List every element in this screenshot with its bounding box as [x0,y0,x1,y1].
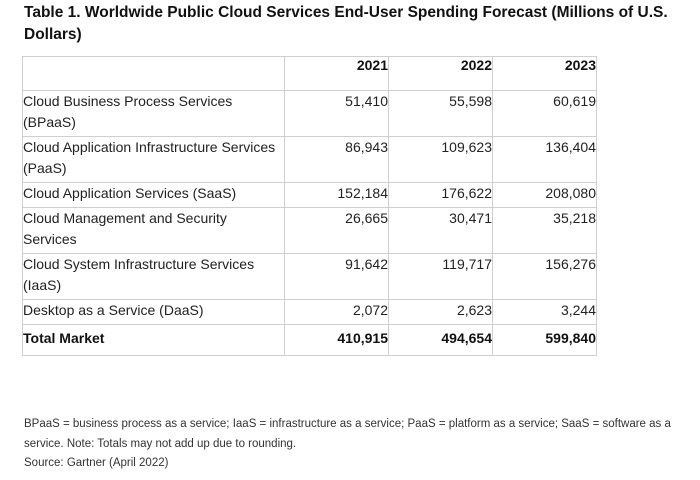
source-line: Source: Gartner (April 2022) [24,457,169,469]
cell-value: 55,598 [388,90,493,137]
total-label: Total Market [22,324,285,356]
table-title: Table 1. Worldwide Public Cloud Services… [24,4,668,43]
cell-value: 60,619 [492,90,597,137]
table-row: Cloud Management and Security Services 2… [22,207,597,254]
total-value: 599,840 [492,324,597,356]
row-label: Cloud Application Services (SaaS) [22,182,285,208]
table-row: Cloud System Infrastructure Services (Ia… [22,253,597,300]
table-row: Desktop as a Service (DaaS) 2,072 2,623 … [22,299,597,325]
table-row: Cloud Business Process Services (BPaaS) … [22,90,597,137]
cell-value: 156,276 [492,253,597,300]
cell-value: 51,410 [284,90,389,137]
row-label: Cloud System Infrastructure Services (Ia… [22,253,285,300]
cell-value: 2,623 [388,299,493,325]
row-label: Cloud Business Process Services (BPaaS) [22,90,285,137]
row-label: Desktop as a Service (DaaS) [22,299,285,325]
header-row: 2021 2022 2023 [22,56,597,91]
cell-value: 136,404 [492,136,597,183]
cell-value: 208,080 [492,182,597,208]
column-header-2022: 2022 [388,56,493,91]
cell-value: 2,072 [284,299,389,325]
cell-value: 26,665 [284,207,389,254]
total-value: 494,654 [388,324,493,356]
cell-value: 30,471 [388,207,493,254]
cell-value: 86,943 [284,136,389,183]
cell-value: 35,218 [492,207,597,254]
header-corner-cell [22,56,285,91]
row-label: Cloud Management and Security Services [22,207,285,254]
cell-value: 3,244 [492,299,597,325]
cell-value: 91,642 [284,253,389,300]
cell-value: 176,622 [388,182,493,208]
column-header-2021: 2021 [284,56,389,91]
spending-table: 2021 2022 2023 Cloud Business Process Se… [22,56,597,356]
total-value: 410,915 [284,324,389,356]
total-row: Total Market 410,915 494,654 599,840 [22,324,597,356]
cell-value: 119,717 [388,253,493,300]
cell-value: 152,184 [284,182,389,208]
table-row: Cloud Application Infrastructure Service… [22,136,597,183]
column-header-2023: 2023 [492,56,597,91]
cell-value: 109,623 [388,136,493,183]
table-row: Cloud Application Services (SaaS) 152,18… [22,182,597,208]
abbreviation-note: BPaaS = business process as a service; I… [24,418,671,450]
row-label: Cloud Application Infrastructure Service… [22,136,285,183]
